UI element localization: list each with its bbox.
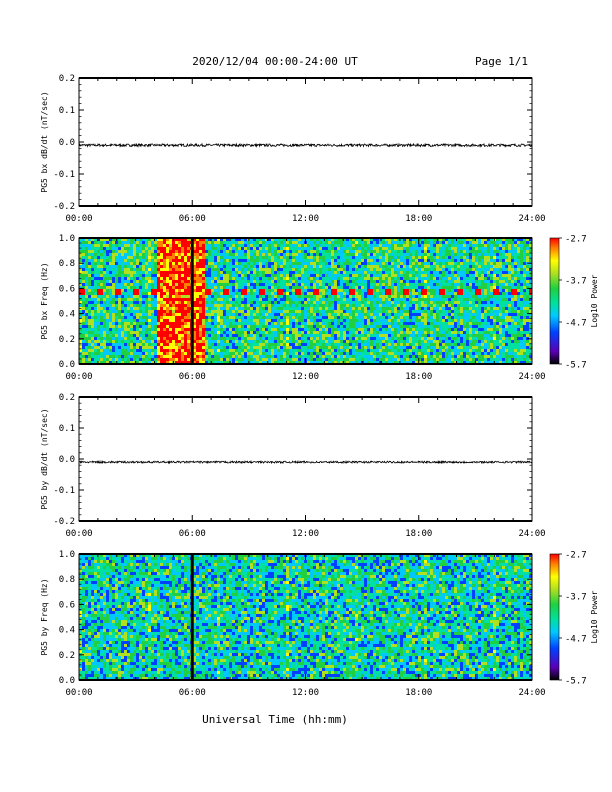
x-tick-label: 12:00: [292, 372, 319, 382]
colorbar-label: Log10 Power: [590, 590, 599, 643]
x-tick-label: 00:00: [65, 214, 92, 224]
y-tick-label: 0.0: [59, 455, 75, 465]
colorbar-label: Log10 Power: [590, 274, 599, 327]
y-tick-label: -0.2: [53, 517, 75, 527]
y-tick-label: -0.1: [53, 486, 75, 496]
y-tick-label: 1.0: [59, 550, 75, 560]
data-gap-marker: [190, 554, 194, 680]
y-tick-label: -0.2: [53, 202, 75, 212]
colorbar-tick-label: -5.7: [565, 361, 587, 371]
y-tick-label: 0.2: [59, 74, 75, 84]
y-tick-label: 0.6: [59, 284, 75, 294]
plot-frame: [78, 396, 533, 522]
colorbar-tick-label: -4.7: [565, 635, 587, 645]
y-tick-label: 0.8: [59, 575, 75, 585]
data-gap-marker: [190, 238, 194, 364]
x-tick-label: 24:00: [518, 372, 545, 382]
y-tick-label: 0.1: [59, 106, 75, 116]
spectrogram-cells: [79, 554, 532, 680]
x-axis-label: Universal Time (hh:mm): [202, 713, 348, 726]
y-tick-label: 1.0: [59, 234, 75, 244]
x-tick-label: 18:00: [405, 688, 432, 698]
y-tick-label: 0.1: [59, 424, 75, 434]
y-axis-label: PG5 by dB/dt (nT/sec): [40, 408, 49, 509]
x-tick-label: 24:00: [518, 214, 545, 224]
y-tick-label: 0.8: [59, 259, 75, 269]
y-tick-label: -0.1: [53, 170, 75, 180]
colorbar-tick-label: -2.7: [565, 235, 587, 245]
y-axis-label: PG5 bx Freq (Hz): [40, 262, 49, 339]
x-tick-label: 24:00: [518, 688, 545, 698]
header-page: Page 1/1: [475, 55, 528, 68]
y-tick-label: 0.2: [59, 393, 75, 403]
panel-4: -2.7 -3.7 -4.7 -5.7 Log10 Power 00:00 06:00 12:…: [40, 550, 599, 698]
x-tick-label: 06:00: [179, 688, 206, 698]
x-tick-label: 00:00: [65, 529, 92, 539]
y-tick-label: 0.0: [59, 676, 75, 686]
colorbar-tick-label: -4.7: [565, 319, 587, 329]
x-tick-label: 18:00: [405, 372, 432, 382]
series-line: [78, 459, 533, 465]
y-axis-label: PG5 by Freq (Hz): [40, 578, 49, 655]
x-tick-label: 06:00: [179, 372, 206, 382]
x-tick-label: 06:00: [179, 529, 206, 539]
colorbar-tick-label: -3.7: [565, 277, 587, 287]
x-tick-label: 12:00: [292, 688, 319, 698]
y-tick-label: 0.0: [59, 360, 75, 370]
header-date-range: 2020/12/04 00:00-24:00 UT: [192, 55, 358, 68]
panel-2: -2.7 -3.7 -4.7 -5.7 Log10 Power 00:00 06:00 12:…: [40, 234, 599, 382]
x-tick-label: 24:00: [518, 529, 545, 539]
y-tick-label: 0.2: [59, 335, 75, 345]
colorbar: [549, 553, 560, 681]
colorbar-tick-label: -5.7: [565, 677, 587, 687]
x-tick-label: 12:00: [292, 214, 319, 224]
y-tick-label: 0.4: [59, 310, 75, 320]
plot-frame: [78, 77, 533, 207]
panels: 00:00 06:00 12:00 18:00 24:00 0.2 0.1 0.0 -0.1 -0…: [40, 74, 599, 698]
y-tick-label: 0.6: [59, 600, 75, 610]
x-tick-label: 12:00: [292, 529, 319, 539]
x-tick-label: 18:00: [405, 529, 432, 539]
y-tick-label: 0.0: [59, 138, 75, 148]
series-line: [78, 142, 533, 148]
x-tick-label: 06:00: [179, 214, 206, 224]
y-tick-label: 0.2: [59, 651, 75, 661]
panel-3: 00:00 06:00 12:00 18:00 24:00 0.2 0.1 0.0 -0.1 -0…: [40, 393, 546, 539]
x-tick-label: 18:00: [405, 214, 432, 224]
panel-1: 00:00 06:00 12:00 18:00 24:00 0.2 0.1 0.0 -0.1 -0…: [40, 74, 546, 224]
colorbar: [549, 237, 560, 365]
y-axis-label: PG5 bx dB/dt (nT/sec): [40, 91, 49, 192]
colorbar-tick-label: -3.7: [565, 593, 587, 603]
y-tick-label: 0.4: [59, 626, 75, 636]
colorbar-tick-label: -2.7: [565, 551, 587, 561]
spectrogram-cells: [79, 238, 532, 364]
x-tick-label: 00:00: [65, 372, 92, 382]
x-tick-label: 00:00: [65, 688, 92, 698]
